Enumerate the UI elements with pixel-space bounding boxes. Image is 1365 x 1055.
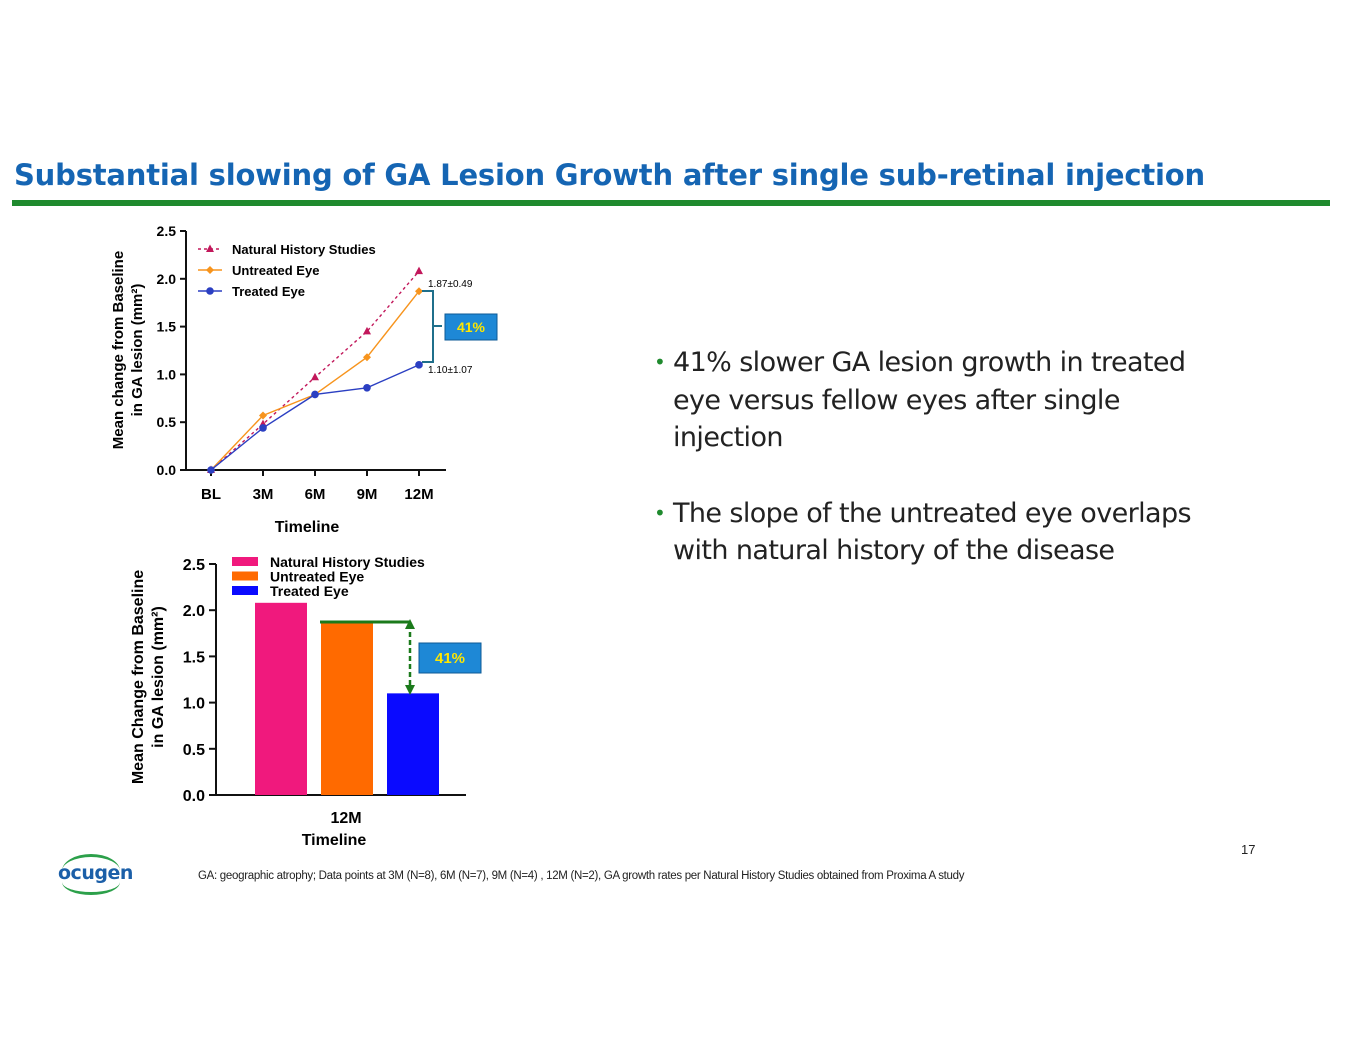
line-legend-label: Treated Eye	[232, 284, 305, 299]
line-point	[311, 390, 319, 399]
line-y-tick-label: 2.0	[157, 271, 177, 287]
bar-y-tick-label: 1.5	[183, 649, 205, 666]
line-x-tick-label: 3M	[253, 486, 274, 503]
bullet-dot: •	[654, 500, 666, 525]
footnote: GA: geographic atrophy; Data points at 3…	[198, 870, 965, 882]
bullet-item: • 41% slower GA lesion growth in treated…	[654, 344, 1214, 457]
line-series-1	[210, 290, 420, 471]
ocugen-logo: ocugen	[56, 852, 133, 896]
line-series-2	[210, 364, 420, 471]
line-point	[259, 411, 267, 420]
line-legend-marker	[206, 287, 214, 295]
line-point	[363, 326, 371, 335]
line-point	[311, 372, 319, 381]
line-callout-text: 41%	[457, 319, 486, 335]
bar-ylabel-2: in GA lesion (mm²)	[150, 606, 167, 748]
line-bracket	[422, 290, 442, 363]
bar-legend-label: Treated Eye	[270, 583, 349, 599]
bar-y-tick-label: 2.0	[183, 603, 205, 620]
line-legend-marker	[206, 266, 214, 274]
slide-title: Substantial slowing of GA Lesion Growth …	[14, 158, 1205, 192]
bar-legend-label: Natural History Studies	[270, 554, 425, 570]
line-x-tick-label: BL	[201, 486, 221, 503]
bar-difference-marker	[320, 619, 415, 695]
bar-xlabel: Timeline	[302, 832, 367, 849]
bullet-item: • The slope of the untreated eye overlap…	[654, 495, 1214, 570]
line-x-tick-label: 12M	[404, 486, 433, 503]
line-point	[415, 287, 423, 296]
line-xlabel: Timeline	[275, 519, 340, 536]
bar-callout-text: 41%	[435, 650, 465, 667]
bar-y-tick-label: 0.0	[183, 788, 205, 805]
bar-legend-swatch	[232, 586, 258, 595]
bullet-list: • 41% slower GA lesion growth in treated…	[654, 344, 1214, 608]
line-y-tick-label: 0.0	[157, 462, 177, 478]
title-rule	[12, 200, 1330, 206]
line-y-tick-label: 2.5	[157, 223, 177, 239]
bar-y-tick-label: 0.5	[183, 742, 205, 759]
line-legend-label: Untreated Eye	[232, 263, 319, 278]
line-point	[415, 361, 423, 369]
bar-legend-label: Untreated Eye	[270, 569, 364, 585]
line-chart: Mean change from Baseline in GA lesion (…	[110, 223, 498, 536]
bar-1	[321, 622, 373, 795]
bullet-text: 41% slower GA lesion growth in treated e…	[673, 347, 1186, 453]
line-legend-label: Natural History Studies	[232, 242, 376, 257]
bar-ylabel-1: Mean Change from Baseline	[130, 570, 147, 784]
line-series-group	[207, 266, 423, 474]
bar-y-tick-label: 1.0	[183, 696, 205, 713]
logo-text: ocugen	[58, 862, 133, 884]
logo-arc-icon	[62, 854, 120, 871]
line-point	[363, 383, 371, 392]
bullet-text: The slope of the untreated eye overlaps …	[673, 497, 1192, 567]
bullet-dot: •	[654, 350, 666, 374]
line-x-tick-label: 6M	[305, 486, 326, 503]
bar-chart: Mean Change from Baseline in GA lesion (…	[130, 554, 482, 849]
line-y-tick-label: 1.5	[157, 319, 177, 335]
line-x-axis: BL 3M 6M 9M 12M	[186, 469, 446, 503]
line-y-tick-label: 1.0	[157, 366, 177, 382]
line-y-tick-label: 0.5	[157, 414, 177, 430]
line-x-tick-label: 9M	[357, 486, 378, 503]
logo-arc-icon	[62, 882, 120, 895]
treated-end-label: 1.10±1.07	[428, 365, 473, 376]
line-point	[207, 466, 215, 474]
bar-legend-swatch	[232, 557, 258, 566]
bar-callout-box	[418, 642, 482, 674]
line-point	[363, 353, 371, 362]
line-point	[259, 424, 267, 432]
bar-y-tick-label: 2.5	[183, 557, 205, 574]
line-annotations: 1.87±0.49 1.10±1.07 41%	[422, 279, 498, 376]
bar-legend-swatch	[232, 571, 258, 581]
line-series-0	[210, 270, 420, 471]
line-point	[415, 266, 423, 275]
bar-2	[387, 693, 439, 795]
page-number: 17	[1241, 842, 1256, 857]
line-y-axis: 0.0 0.5 1.0 1.5 2.0 2.5	[157, 223, 187, 478]
line-legend: Natural History Studies Untreated Eye Trea…	[198, 242, 376, 299]
bar-0	[255, 602, 307, 795]
line-ylabel-1: Mean change from Baseline	[110, 251, 127, 449]
line-legend-marker	[206, 244, 214, 252]
line-ylabel-2: in GA lesion (mm²)	[129, 284, 146, 417]
bar-group	[255, 602, 439, 795]
bar-xtick-12m: 12M	[330, 810, 361, 827]
untreated-end-label: 1.87±0.49	[428, 279, 473, 290]
line-callout-box	[444, 313, 498, 341]
